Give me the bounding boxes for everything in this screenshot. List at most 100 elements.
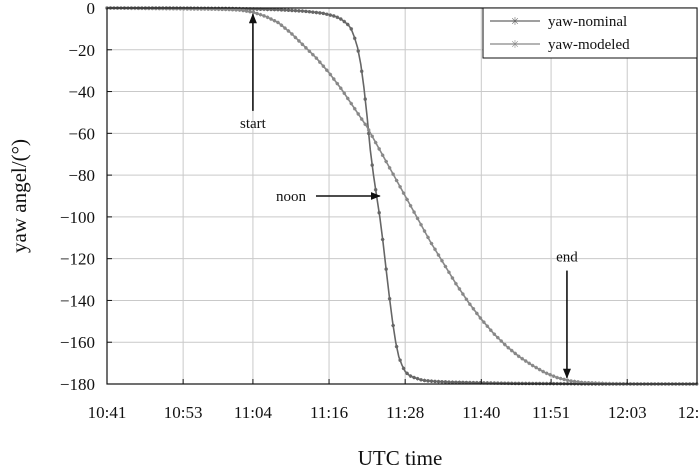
data-point-yaw-modeled (506, 345, 511, 350)
data-point-yaw-nominal (426, 379, 430, 383)
data-point-yaw-modeled (380, 153, 385, 158)
data-point-yaw-modeled (485, 324, 490, 328)
plot-area (107, 8, 697, 384)
data-point-yaw-nominal (338, 17, 343, 21)
data-point-yaw-nominal (415, 376, 420, 381)
x-tick-label: 11:16 (310, 403, 348, 422)
data-point-yaw-modeled (251, 10, 256, 15)
data-point-yaw-modeled (311, 52, 315, 57)
data-point-yaw-nominal (304, 9, 308, 14)
data-point-yaw-nominal (513, 381, 518, 386)
data-point-yaw-modeled (523, 359, 528, 363)
data-point-yaw-modeled (433, 247, 437, 252)
data-point-yaw-nominal (478, 380, 483, 385)
data-point-yaw-modeled (593, 381, 598, 385)
data-point-yaw-nominal (509, 381, 514, 386)
data-point-yaw-modeled (345, 96, 350, 101)
data-point-yaw-modeled (227, 7, 231, 12)
data-point-yaw-nominal (269, 7, 273, 12)
x-tick-label: 12:03 (608, 403, 647, 422)
data-point-yaw-modeled (286, 29, 291, 33)
data-point-yaw-modeled (290, 32, 294, 36)
axis-ticks: 10:41 10:53 11:04 11:16 11:28 11:40 11:51 12:03… (60, 0, 700, 422)
data-point-yaw-modeled (468, 302, 472, 307)
data-point-yaw-nominal (262, 7, 266, 12)
data-point-yaw-nominal (492, 381, 497, 385)
data-point-yaw-nominal (485, 381, 490, 385)
data-point-yaw-nominal (461, 380, 465, 385)
data-point-yaw-modeled (307, 49, 312, 54)
data-point-yaw-modeled (482, 320, 486, 324)
data-point-yaw-modeled (534, 365, 538, 370)
data-point-yaw-modeled (373, 140, 378, 145)
data-point-yaw-modeled (269, 17, 273, 21)
data-point-yaw-modeled (502, 342, 507, 347)
data-point-yaw-modeled (391, 172, 395, 176)
data-point-yaw-modeled (213, 7, 217, 11)
data-point-yaw-modeled (597, 381, 601, 386)
data-point-yaw-modeled (544, 371, 549, 376)
data-point-yaw-nominal (258, 7, 263, 12)
x-tick-label: 11:40 (462, 403, 500, 422)
data-point-yaw-modeled (164, 6, 169, 11)
data-point-yaw-modeled (230, 7, 235, 12)
annotation-noon: noon (276, 189, 381, 205)
data-point-yaw-nominal (251, 7, 256, 11)
data-point-yaw-nominal (489, 381, 493, 385)
data-point-yaw-nominal (370, 163, 374, 167)
data-point-yaw-modeled (464, 297, 469, 302)
data-point-yaw-modeled (499, 339, 504, 343)
data-point-yaw-modeled (209, 7, 214, 11)
annotation-label-end: end (556, 250, 578, 266)
data-point-yaw-nominal (377, 210, 381, 215)
data-point-yaw-nominal (429, 379, 434, 383)
data-point-yaw-modeled (527, 361, 531, 366)
data-point-yaw-modeled (548, 372, 552, 377)
data-point-yaw-nominal (300, 9, 305, 13)
data-point-yaw-modeled (234, 8, 238, 12)
data-point-yaw-modeled (181, 7, 186, 11)
data-point-yaw-modeled (195, 7, 200, 11)
data-point-yaw-modeled (586, 380, 591, 385)
data-point-yaw-modeled (558, 376, 563, 381)
data-point-yaw-nominal (272, 7, 277, 12)
data-point-yaw-modeled (321, 64, 326, 68)
x-tick-label: 10:53 (164, 403, 203, 422)
data-point-yaw-modeled (318, 60, 322, 64)
data-point-yaw-modeled (572, 379, 577, 384)
data-point-yaw-nominal (356, 49, 361, 53)
data-point-yaw-modeled (220, 7, 224, 12)
data-point-yaw-nominal (248, 7, 252, 11)
y-tick-label: −40 (68, 83, 95, 102)
legend-marker-yaw-nominal: ✳ (510, 16, 519, 28)
plot-frame (106, 7, 698, 385)
data-point-yaw-nominal (373, 187, 378, 192)
data-point-yaw-modeled (359, 117, 364, 121)
data-point-yaw-modeled (516, 354, 521, 359)
data-point-yaw-modeled (555, 375, 559, 380)
data-point-yaw-nominal (380, 237, 385, 242)
data-point-yaw-nominal (328, 13, 333, 17)
data-point-yaw-nominal (468, 380, 472, 385)
data-point-yaw-modeled (342, 91, 347, 96)
data-point-yaw-nominal (321, 11, 326, 16)
data-point-yaw-nominal (325, 12, 329, 17)
data-point-yaw-nominal (422, 378, 427, 383)
data-point-yaw-modeled (349, 101, 354, 106)
y-tick-label: 0 (87, 0, 96, 18)
data-point-yaw-nominal (447, 380, 451, 384)
data-point-yaw-modeled (426, 235, 430, 240)
y-tick-label: −140 (60, 291, 95, 310)
data-point-yaw-modeled (161, 6, 165, 11)
annotation-end: end (556, 250, 578, 379)
data-point-yaw-modeled (223, 7, 228, 12)
data-point-yaw-nominal (255, 7, 259, 11)
data-point-yaw-modeled (279, 23, 284, 28)
data-point-yaw-modeled (168, 6, 172, 11)
data-point-yaw-nominal (454, 380, 458, 385)
data-point-yaw-nominal (244, 7, 249, 11)
y-tick-label: −120 (60, 250, 95, 269)
data-point-yaw-nominal (440, 379, 444, 384)
x-tick-label: 11:04 (234, 403, 273, 422)
